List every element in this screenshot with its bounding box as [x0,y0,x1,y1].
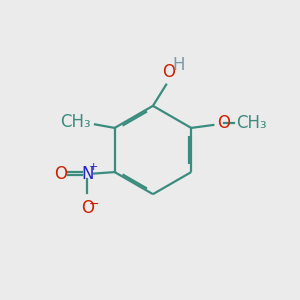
Text: O: O [162,63,175,81]
Text: O: O [54,165,67,183]
Text: −: − [88,198,99,211]
Text: +: + [89,162,98,172]
Text: N: N [81,165,94,183]
Text: CH₃: CH₃ [236,114,267,132]
Text: H: H [172,56,185,74]
Text: CH₃: CH₃ [60,113,91,131]
Text: O: O [217,114,230,132]
Text: O: O [81,199,94,217]
